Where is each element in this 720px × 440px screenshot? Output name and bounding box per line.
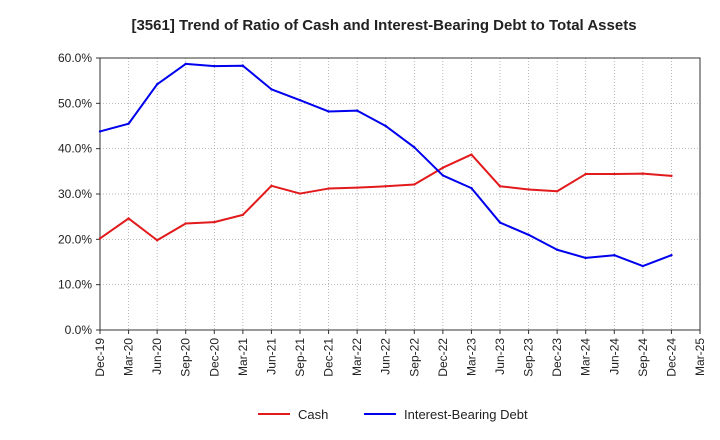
y-tick-label: 20.0% bbox=[58, 232, 92, 246]
data-point bbox=[327, 110, 330, 113]
x-tick-label: Dec-19 bbox=[93, 338, 107, 377]
data-point bbox=[241, 213, 245, 217]
data-point bbox=[498, 221, 502, 224]
x-tick-label: Jun-21 bbox=[264, 338, 278, 375]
data-point bbox=[355, 186, 359, 189]
data-point bbox=[98, 237, 102, 240]
data-point bbox=[298, 192, 302, 195]
data-point bbox=[384, 185, 387, 188]
data-point bbox=[641, 172, 645, 175]
y-axis: 0.0% 10.0% 20.0% 30.0% 40.0% 50.0% 60.0% bbox=[58, 51, 100, 337]
data-point bbox=[184, 62, 187, 66]
y-tick-label: 40.0% bbox=[58, 142, 92, 156]
data-point bbox=[384, 124, 387, 128]
data-point bbox=[127, 217, 130, 220]
data-point bbox=[155, 83, 159, 86]
data-point bbox=[470, 153, 473, 156]
data-point bbox=[327, 187, 330, 190]
x-tick-label: Mar-20 bbox=[122, 338, 136, 376]
data-point bbox=[470, 186, 473, 190]
data-point bbox=[270, 184, 273, 188]
grid bbox=[100, 58, 700, 330]
data-point bbox=[213, 220, 216, 224]
y-tick-label: 50.0% bbox=[58, 96, 92, 110]
data-point bbox=[527, 233, 530, 236]
x-tick-label: Mar-24 bbox=[579, 338, 593, 376]
x-tick-label: Sep-20 bbox=[179, 338, 193, 377]
x-tick-label: Jun-20 bbox=[150, 338, 164, 375]
data-point bbox=[98, 130, 102, 133]
data-point bbox=[127, 122, 130, 125]
y-tick-label: 30.0% bbox=[58, 187, 92, 201]
x-tick-label: Dec-24 bbox=[664, 338, 678, 377]
data-point bbox=[584, 256, 587, 260]
data-point bbox=[441, 174, 445, 177]
data-point bbox=[613, 254, 616, 257]
data-point bbox=[441, 166, 445, 169]
data-point bbox=[555, 190, 559, 193]
data-point bbox=[213, 64, 216, 68]
data-point bbox=[298, 98, 302, 102]
data-point bbox=[155, 239, 159, 242]
x-tick-label: Dec-22 bbox=[436, 338, 450, 377]
x-tick-label: Mar-21 bbox=[236, 338, 250, 376]
data-point bbox=[355, 109, 359, 112]
x-tick-label: Sep-21 bbox=[293, 338, 307, 377]
y-tick-label: 60.0% bbox=[58, 51, 92, 65]
data-point bbox=[413, 146, 416, 149]
data-point bbox=[413, 183, 416, 186]
data-point bbox=[241, 64, 245, 67]
x-tick-label: Mar-25 bbox=[693, 338, 707, 376]
y-tick-label: 0.0% bbox=[65, 323, 93, 337]
legend-label: Interest-Bearing Debt bbox=[404, 407, 528, 422]
legend-label: Cash bbox=[298, 407, 328, 422]
x-tick-label: Sep-24 bbox=[636, 338, 650, 377]
x-tick-label: Mar-22 bbox=[350, 338, 364, 376]
series-lines bbox=[98, 62, 673, 268]
x-tick-label: Jun-22 bbox=[379, 338, 393, 375]
data-point bbox=[641, 264, 645, 268]
x-tick-label: Mar-23 bbox=[464, 338, 478, 376]
data-point bbox=[270, 88, 273, 91]
data-point bbox=[584, 172, 587, 176]
y-tick-label: 10.0% bbox=[58, 278, 92, 292]
chart-title: [3561] Trend of Ratio of Cash and Intere… bbox=[131, 17, 636, 34]
legend: Cash Interest-Bearing Debt bbox=[258, 407, 528, 422]
series-line-0 bbox=[99, 153, 672, 242]
x-tick-label: Dec-20 bbox=[207, 338, 221, 377]
x-tick-label: Dec-21 bbox=[322, 338, 336, 377]
data-point bbox=[527, 188, 530, 191]
x-tick-label: Jun-23 bbox=[493, 338, 507, 375]
data-point bbox=[670, 254, 673, 257]
data-point bbox=[555, 248, 559, 251]
data-point bbox=[670, 174, 673, 178]
data-point bbox=[184, 222, 187, 225]
x-tick-label: Sep-22 bbox=[407, 338, 421, 377]
x-axis: Dec-19 Mar-20 Jun-20 Sep-20 Dec-20 Mar-21 Jun-… bbox=[93, 330, 707, 377]
data-point bbox=[498, 185, 502, 188]
x-tick-label: Jun-24 bbox=[607, 338, 621, 375]
x-tick-label: Sep-23 bbox=[522, 338, 536, 377]
x-tick-label: Dec-23 bbox=[550, 338, 564, 377]
data-point bbox=[613, 172, 616, 176]
